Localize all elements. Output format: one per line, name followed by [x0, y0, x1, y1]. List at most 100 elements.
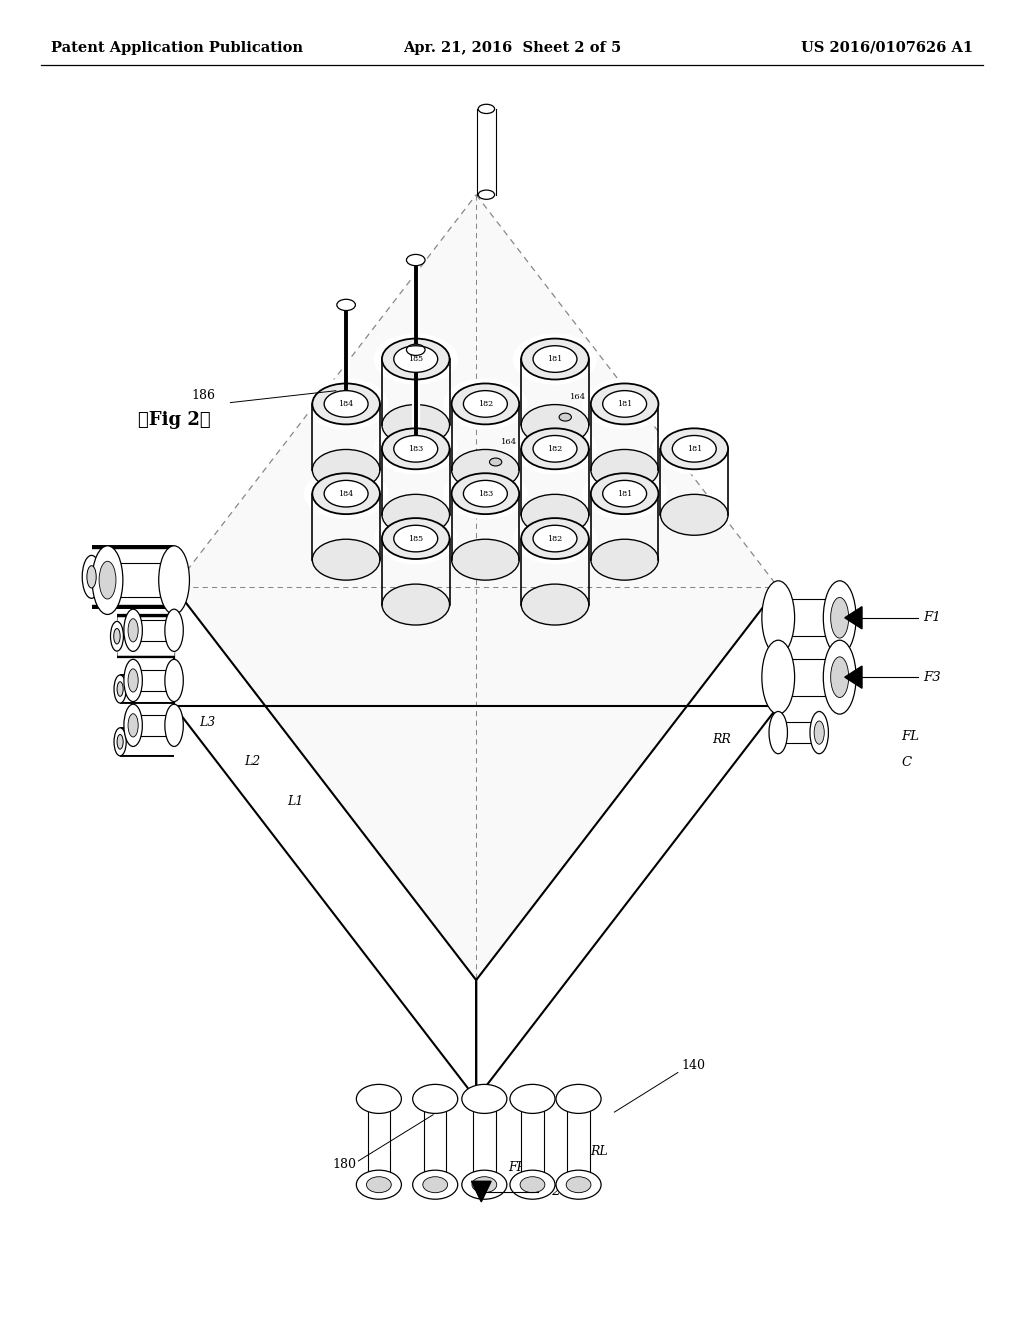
- Ellipse shape: [124, 705, 142, 747]
- Ellipse shape: [312, 473, 380, 513]
- Ellipse shape: [472, 1176, 497, 1193]
- Ellipse shape: [660, 428, 728, 470]
- Ellipse shape: [478, 190, 495, 199]
- Ellipse shape: [814, 721, 824, 744]
- Ellipse shape: [92, 545, 123, 614]
- Text: L4: L4: [154, 676, 170, 689]
- Ellipse shape: [556, 1084, 601, 1113]
- Polygon shape: [778, 599, 840, 636]
- Ellipse shape: [591, 539, 658, 581]
- Text: F2: F2: [543, 1185, 560, 1199]
- Ellipse shape: [367, 1176, 391, 1193]
- Ellipse shape: [124, 609, 142, 652]
- Ellipse shape: [111, 622, 124, 651]
- Ellipse shape: [374, 424, 458, 474]
- Text: L2: L2: [244, 755, 260, 768]
- Ellipse shape: [124, 660, 142, 702]
- Polygon shape: [133, 715, 174, 737]
- Text: 182: 182: [478, 400, 493, 408]
- Ellipse shape: [566, 1176, 591, 1193]
- Text: Patent Application Publication: Patent Application Publication: [51, 41, 303, 54]
- Text: 180: 180: [333, 1159, 356, 1171]
- Polygon shape: [108, 562, 174, 597]
- Text: 183: 183: [409, 445, 423, 453]
- Ellipse shape: [165, 609, 183, 652]
- Ellipse shape: [304, 379, 388, 429]
- Polygon shape: [133, 671, 174, 692]
- Ellipse shape: [521, 428, 589, 469]
- Text: US 2016/0107626 A1: US 2016/0107626 A1: [801, 41, 973, 54]
- Ellipse shape: [520, 1176, 545, 1193]
- Ellipse shape: [128, 619, 138, 642]
- Ellipse shape: [87, 566, 96, 587]
- Ellipse shape: [117, 734, 123, 750]
- Ellipse shape: [114, 628, 120, 644]
- Text: 181: 181: [687, 445, 701, 453]
- Ellipse shape: [452, 539, 519, 581]
- Ellipse shape: [510, 1084, 555, 1113]
- Text: 184: 184: [339, 490, 353, 498]
- Ellipse shape: [114, 675, 126, 704]
- Ellipse shape: [583, 469, 667, 519]
- Text: 186: 186: [191, 389, 215, 403]
- Text: 164: 164: [570, 393, 587, 401]
- Ellipse shape: [489, 458, 502, 466]
- Ellipse shape: [521, 338, 589, 380]
- Ellipse shape: [591, 383, 658, 425]
- Ellipse shape: [394, 346, 437, 372]
- Ellipse shape: [513, 424, 597, 474]
- Ellipse shape: [534, 346, 577, 372]
- Text: 181: 181: [617, 400, 632, 408]
- Ellipse shape: [165, 660, 183, 702]
- Ellipse shape: [304, 469, 388, 519]
- Ellipse shape: [382, 583, 450, 626]
- Text: 184: 184: [339, 400, 353, 408]
- Text: 185: 185: [409, 355, 423, 363]
- Ellipse shape: [382, 428, 450, 470]
- Ellipse shape: [452, 473, 519, 513]
- Polygon shape: [521, 1098, 544, 1185]
- Ellipse shape: [769, 711, 787, 754]
- Ellipse shape: [673, 436, 716, 462]
- Ellipse shape: [407, 345, 425, 355]
- Text: FR: FR: [508, 1162, 526, 1173]
- Ellipse shape: [407, 255, 425, 265]
- Ellipse shape: [556, 1170, 601, 1199]
- Text: F3: F3: [924, 671, 941, 684]
- Text: L1: L1: [287, 795, 303, 808]
- Ellipse shape: [521, 404, 589, 446]
- Ellipse shape: [337, 300, 355, 310]
- Text: RL: RL: [590, 1146, 608, 1158]
- Ellipse shape: [462, 1170, 507, 1199]
- Text: 182: 182: [548, 445, 562, 453]
- Ellipse shape: [159, 545, 189, 614]
- Ellipse shape: [128, 714, 138, 737]
- Polygon shape: [174, 195, 778, 979]
- Polygon shape: [471, 1181, 492, 1201]
- Text: Apr. 21, 2016  Sheet 2 of 5: Apr. 21, 2016 Sheet 2 of 5: [402, 41, 622, 54]
- Ellipse shape: [413, 1170, 458, 1199]
- Ellipse shape: [534, 525, 577, 552]
- Text: 164: 164: [501, 438, 517, 446]
- Ellipse shape: [356, 1084, 401, 1113]
- Ellipse shape: [99, 561, 116, 599]
- Ellipse shape: [762, 640, 795, 714]
- Text: 182: 182: [548, 535, 562, 543]
- Text: 181: 181: [617, 490, 632, 498]
- Ellipse shape: [591, 449, 658, 491]
- Ellipse shape: [559, 413, 571, 421]
- Ellipse shape: [521, 583, 589, 626]
- Ellipse shape: [823, 581, 856, 655]
- Polygon shape: [778, 659, 840, 696]
- Ellipse shape: [312, 383, 380, 425]
- Ellipse shape: [394, 525, 437, 552]
- Ellipse shape: [513, 513, 597, 564]
- Ellipse shape: [462, 1084, 507, 1113]
- Ellipse shape: [830, 598, 849, 638]
- Ellipse shape: [82, 556, 101, 598]
- Ellipse shape: [382, 517, 450, 560]
- Ellipse shape: [312, 449, 380, 491]
- Ellipse shape: [521, 494, 589, 535]
- Ellipse shape: [128, 669, 138, 692]
- Ellipse shape: [325, 391, 368, 417]
